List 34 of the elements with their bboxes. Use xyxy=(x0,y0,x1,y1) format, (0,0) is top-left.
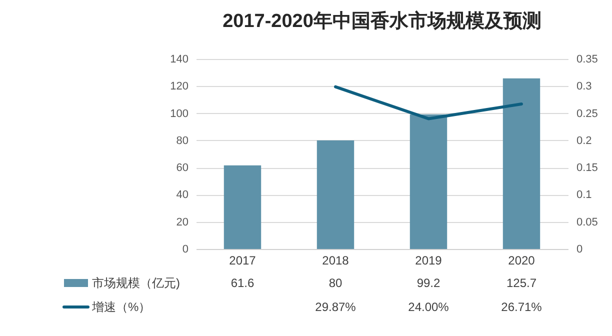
x-tick-label: 2020 xyxy=(508,254,536,268)
bar xyxy=(502,78,540,249)
y2-tick-label: 0 xyxy=(576,244,583,256)
chart-title: 2017-2020年中国香水市场规模及预测 xyxy=(222,10,542,32)
y-tick-label: 60 xyxy=(176,162,188,174)
bar xyxy=(224,165,262,249)
y2-tick-label: 0.05 xyxy=(576,216,598,228)
y2-tick-label: 0.3 xyxy=(576,80,592,93)
y2-tick-label: 0.25 xyxy=(576,108,598,120)
x-tick-label: 2017 xyxy=(229,254,256,268)
data-label: 26.71% xyxy=(501,300,542,314)
y-tick-label: 80 xyxy=(176,134,188,147)
y2-tick-label: 0.35 xyxy=(576,54,598,66)
y-tick-label: 40 xyxy=(176,189,188,202)
y2-tick-label: 0.2 xyxy=(576,134,592,147)
y-tick-label: 140 xyxy=(170,54,188,66)
data-label: 29.87% xyxy=(315,300,356,314)
y-tick-label: 20 xyxy=(176,216,188,228)
bar xyxy=(316,140,354,249)
x-tick-label: 2019 xyxy=(415,254,442,268)
y2-tick-label: 0.1 xyxy=(576,189,592,202)
data-label: 24.00% xyxy=(408,300,450,314)
data-label: 61.6 xyxy=(230,276,254,290)
y-tick-label: 120 xyxy=(170,80,188,93)
data-label: 99.2 xyxy=(416,276,440,290)
data-label: 125.7 xyxy=(506,276,537,290)
x-tick-label: 2018 xyxy=(322,254,350,268)
bar xyxy=(410,114,448,249)
y-tick-label: 0 xyxy=(182,244,188,256)
y-tick-label: 100 xyxy=(170,108,188,120)
legend-label: 市场规模（亿元) xyxy=(92,276,180,290)
y2-tick-label: 0.15 xyxy=(576,162,598,174)
data-label: 80 xyxy=(328,276,342,290)
legend-label: 增速（%） xyxy=(91,300,151,314)
